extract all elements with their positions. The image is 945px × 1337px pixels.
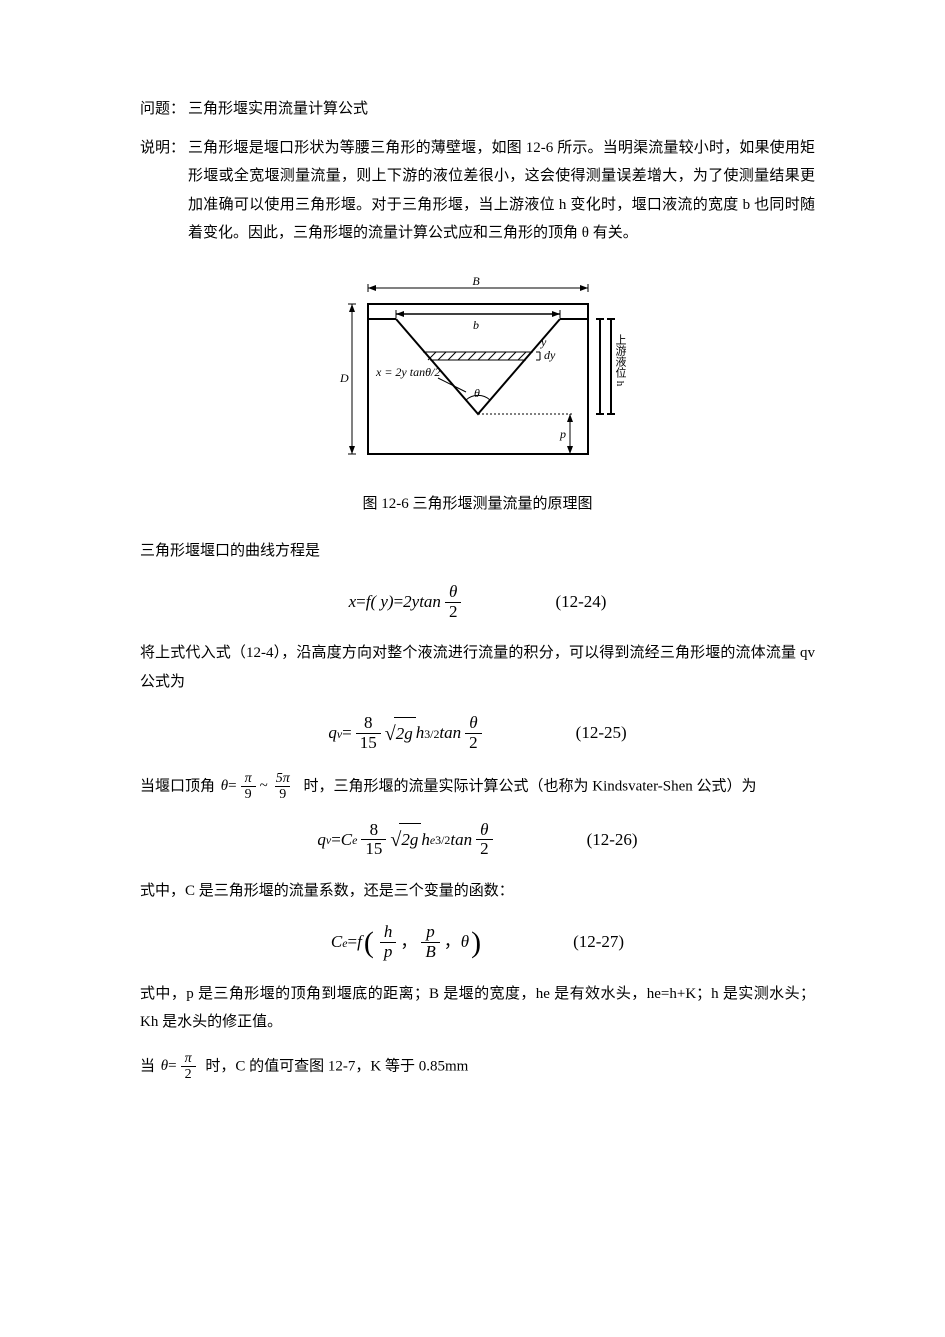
explain-text: 三角形堰是堰口形状为等腰三角形的薄壁堰，如图 12-6 所示。当明渠流量较小时，… <box>188 134 815 248</box>
eq1-eq: = <box>356 586 366 618</box>
eq3-h: h <box>421 824 430 856</box>
explain-label: 说明： <box>140 134 188 248</box>
para-curve-eq-intro: 三角形堰堰口的曲线方程是 <box>140 537 815 566</box>
p3-pi: π <box>241 771 256 786</box>
eq3-num: (12-26) <box>587 824 638 856</box>
eq3-2g: 2g <box>399 823 421 856</box>
eq3-15: 15 <box>361 839 386 859</box>
fig-label-b: b <box>473 318 479 332</box>
equation-12-27: Ce = f ( h p ， p B ， θ ) (12-27) <box>140 923 815 961</box>
eq1-num: (12-24) <box>555 586 606 618</box>
p3a: 当堰口顶角 <box>140 778 219 794</box>
p3b: 时，三角形堰的流量实际计算公式（也称为 Kindsvater-Shen 公式）为 <box>304 778 757 794</box>
eq3-theta: θ <box>476 821 492 840</box>
fig-label-B: B <box>472 274 480 288</box>
eq1-2ytan: 2ytan <box>403 586 441 618</box>
eq4-C: C <box>331 926 342 958</box>
eq2-two: 2 <box>465 733 482 753</box>
fig-label-y: y <box>540 335 547 349</box>
eq2-theta: θ <box>465 714 481 733</box>
eq2-8: 8 <box>360 714 377 733</box>
eq2-num: (12-25) <box>576 717 627 749</box>
p6b: 时，C 的值可查图 12-7，K 等于 0.85mm <box>205 1058 468 1074</box>
equation-12-24: x = f( y) = 2ytan θ 2 (12-24) <box>140 583 815 621</box>
para-angle-range: 当堰口顶角 θ = π 9 ~ 5π 9 时，三角形堰的流量实际计算公式（也称为… <box>140 771 815 803</box>
page: 问题： 三角形堰实用流量计算公式 说明： 三角形堰是堰口形状为等腰三角形的薄壁堰… <box>0 0 945 1337</box>
equation-12-26: qv = Ce 8 15 √ 2g he3/2 tan θ 2 (12-26) <box>140 821 815 859</box>
eq3-sqrt: √ 2g <box>390 821 421 859</box>
eq4-num: (12-27) <box>573 926 624 958</box>
eq2-2g: 2g <box>394 717 416 750</box>
para-theta-pi2: 当 θ = π 2 时，C 的值可查图 12-7，K 等于 0.85mm <box>140 1051 815 1083</box>
p3-9: 9 <box>241 786 256 802</box>
p6-eq: = <box>168 1052 176 1081</box>
eq2-tan: tan <box>439 717 461 749</box>
equation-12-25: qv = 8 15 √ 2g h3/2 tan θ 2 (12-25) <box>140 714 815 752</box>
p6-inline-eq: θ = π 2 <box>161 1051 200 1083</box>
fig-label-xeq: x = 2y tanθ/2 <box>375 365 440 379</box>
p6-2: 2 <box>181 1066 196 1082</box>
p6-theta: θ <box>161 1052 168 1081</box>
figure-caption: 图 12-6 三角形堰测量流量的原理图 <box>140 490 815 519</box>
fig-label-D: D <box>339 371 349 385</box>
figure-12-6: B b <box>318 274 638 474</box>
p3-92: 9 <box>275 786 290 802</box>
p3-theta: θ <box>221 772 228 801</box>
fig-label-theta: θ <box>474 386 480 400</box>
eq1-x: x <box>349 586 357 618</box>
p3-5pi: 5π <box>272 771 294 786</box>
eq3-8: 8 <box>366 821 383 840</box>
figure-wrap: B b <box>140 274 815 519</box>
question-text: 三角形堰实用流量计算公式 <box>188 95 815 124</box>
question-row: 问题： 三角形堰实用流量计算公式 <box>140 95 815 124</box>
p6a: 当 <box>140 1058 159 1074</box>
eq2-q: q <box>328 717 337 749</box>
eq1-fy: f( y) <box>366 586 394 618</box>
para-integral: 将上式代入式（12-4），沿高度方向对整个液流进行流量的积分，可以得到流经三角形… <box>140 639 815 696</box>
eq3-eq: = <box>331 824 341 856</box>
eq3-tan: tan <box>450 824 472 856</box>
eq3-two: 2 <box>476 839 493 859</box>
eq1-two: 2 <box>445 602 462 622</box>
eq4-h: h <box>380 923 397 942</box>
para-c-def: 式中，C 是三角形堰的流量系数，还是三个变量的函数： <box>140 877 815 906</box>
p3-eq: = <box>228 772 236 801</box>
eq4-comma2: ， <box>444 926 461 958</box>
eq3-q: q <box>317 824 326 856</box>
fig-label-h: 上游液位 h <box>614 333 627 386</box>
eq4-comma1: ， <box>400 926 417 958</box>
eq4-B: B <box>421 942 439 962</box>
p6-pi: π <box>181 1051 196 1066</box>
explain-row: 说明： 三角形堰是堰口形状为等腰三角形的薄壁堰，如图 12-6 所示。当明渠流量… <box>140 134 815 248</box>
eq2-15: 15 <box>356 733 381 753</box>
eq2-eq: = <box>342 717 352 749</box>
p3-to: ~ <box>260 772 268 801</box>
para-symbol-defs: 式中，p 是三角形堰的顶角到堰底的距离；B 是堰的宽度，he 是有效水头，he=… <box>140 980 815 1037</box>
eq3-C: C <box>341 824 352 856</box>
weir-diagram-svg: B b <box>318 274 638 474</box>
fig-label-p: p <box>559 427 566 441</box>
eq4-theta: θ <box>461 926 469 958</box>
question-label: 问题： <box>140 95 188 124</box>
eq2-h: h <box>416 717 425 749</box>
eq2-sqrt: √ 2g <box>385 715 416 753</box>
fig-label-dy: dy <box>544 348 556 362</box>
p3-inline-eq: θ = π 9 ~ 5π 9 <box>221 771 298 803</box>
eq1-eq2: = <box>394 586 404 618</box>
eq1-theta: θ <box>445 583 461 602</box>
eq4-p2: p <box>422 923 439 942</box>
eq4-eq: = <box>348 926 358 958</box>
eq4-f: f <box>357 926 362 958</box>
eq4-p: p <box>380 942 397 962</box>
